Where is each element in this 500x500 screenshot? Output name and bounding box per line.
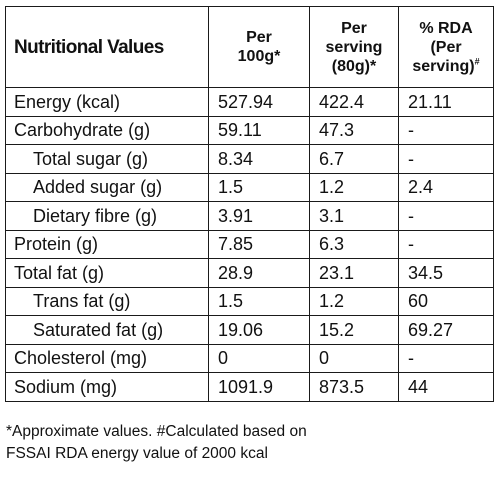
rda-header-line: serving)# [400, 56, 493, 76]
footnote-line: *Approximate values. #Calculated based o… [6, 423, 307, 440]
nutrient-name: Total sugar (g) [5, 144, 209, 174]
per-100g-value: 59.11 [208, 115, 310, 145]
nutrient-row-protein: Protein (g) 7.85 6.3 - [5, 229, 494, 259]
footnote-line: FSSAI RDA energy value of 2000 kcal [6, 445, 268, 462]
nutrient-name: Energy (kcal) [5, 87, 209, 117]
rda-value: 60 [398, 286, 494, 316]
nutrient-name: Dietary fibre (g) [5, 201, 209, 231]
rda-header-line: (Per [430, 38, 462, 56]
nutrient-name: Protein (g) [5, 229, 209, 259]
nutrient-name: Trans fat (g) [5, 286, 209, 316]
nutrient-row-trans-fat: Trans fat (g) 1.5 1.2 60 [5, 286, 494, 316]
per-100g-value: 1.5 [208, 286, 310, 316]
nutrient-name: Carbohydrate (g) [5, 115, 209, 145]
nutrient-name: Sodium (mg) [5, 372, 209, 402]
per-100g-value: 19.06 [208, 315, 310, 345]
rda-value: - [398, 201, 494, 231]
rda-header-line: % RDA [419, 19, 473, 37]
per-serving-value: 0 [309, 343, 399, 373]
footnote: *Approximate values. #Calculated based o… [6, 421, 494, 465]
nutrition-table: Nutritional Values Per 100g* Per serving… [5, 6, 494, 402]
nutrient-row-carbohydrate: Carbohydrate (g) 59.11 47.3 - [5, 115, 494, 145]
nutrient-row-cholesterol: Cholesterol (mg) 0 0 - [5, 343, 494, 373]
rda-value: - [398, 229, 494, 259]
per-100g-value: 8.34 [208, 144, 310, 174]
nutrient-name: Saturated fat (g) [5, 315, 209, 345]
per-100g-value: 1091.9 [208, 372, 310, 402]
nutrient-name: Total fat (g) [5, 258, 209, 288]
per-serving-value: 3.1 [309, 201, 399, 231]
per-100g-value: 0 [208, 343, 310, 373]
nutrient-row-total-sugar: Total sugar (g) 8.34 6.7 - [5, 144, 494, 174]
per-100g-value: 527.94 [208, 87, 310, 117]
per-serving-header: Per serving (80g)* [309, 6, 399, 88]
rda-value: 69.27 [398, 315, 494, 345]
per-100g-value: 3.91 [208, 201, 310, 231]
table-title: Nutritional Values [5, 6, 209, 88]
rda-header-line-text: serving) [412, 57, 475, 75]
rda-value: 21.11 [398, 87, 494, 117]
rda-value: - [398, 115, 494, 145]
per-serving-value: 873.5 [309, 372, 399, 402]
per-serving-value: 1.2 [309, 286, 399, 316]
nutrient-name: Cholesterol (mg) [5, 343, 209, 373]
per-serving-value: 47.3 [309, 115, 399, 145]
rda-value: 34.5 [398, 258, 494, 288]
rda-value: 44 [398, 372, 494, 402]
per-serving-value: 23.1 [309, 258, 399, 288]
per-100g-header-line: 100g* [237, 48, 281, 65]
per-100g-value: 7.85 [208, 229, 310, 259]
per-100g-header-line: Per [246, 29, 272, 46]
per-serving-value: 15.2 [309, 315, 399, 345]
per-serving-value: 422.4 [309, 87, 399, 117]
per-serving-header-line: (80g)* [331, 57, 377, 75]
per-100g-header: Per 100g* [208, 6, 310, 88]
rda-value: - [398, 343, 494, 373]
header-row: Nutritional Values Per 100g* Per serving… [5, 6, 494, 88]
rda-value: - [398, 144, 494, 174]
nutrient-name: Added sugar (g) [5, 172, 209, 202]
nutrient-row-saturated-fat: Saturated fat (g) 19.06 15.2 69.27 [5, 315, 494, 345]
per-100g-value: 28.9 [208, 258, 310, 288]
nutrient-row-total-fat: Total fat (g) 28.9 23.1 34.5 [5, 258, 494, 288]
per-100g-value: 1.5 [208, 172, 310, 202]
per-serving-header-line: serving [325, 38, 383, 56]
nutrient-row-added-sugar: Added sugar (g) 1.5 1.2 2.4 [5, 172, 494, 202]
rda-header: % RDA (Per serving)# [398, 6, 494, 88]
per-serving-value: 6.3 [309, 229, 399, 259]
rda-value: 2.4 [398, 172, 494, 202]
nutrient-row-sodium: Sodium (mg) 1091.9 873.5 44 [5, 372, 494, 402]
per-serving-value: 1.2 [309, 172, 399, 202]
per-serving-header-line: Per [341, 19, 367, 37]
nutrient-row-dietary-fibre: Dietary fibre (g) 3.91 3.1 - [5, 201, 494, 231]
per-serving-value: 6.7 [309, 144, 399, 174]
rda-footnote-mark: # [474, 56, 480, 67]
nutrient-row-energy: Energy (kcal) 527.94 422.4 21.11 [5, 87, 494, 117]
